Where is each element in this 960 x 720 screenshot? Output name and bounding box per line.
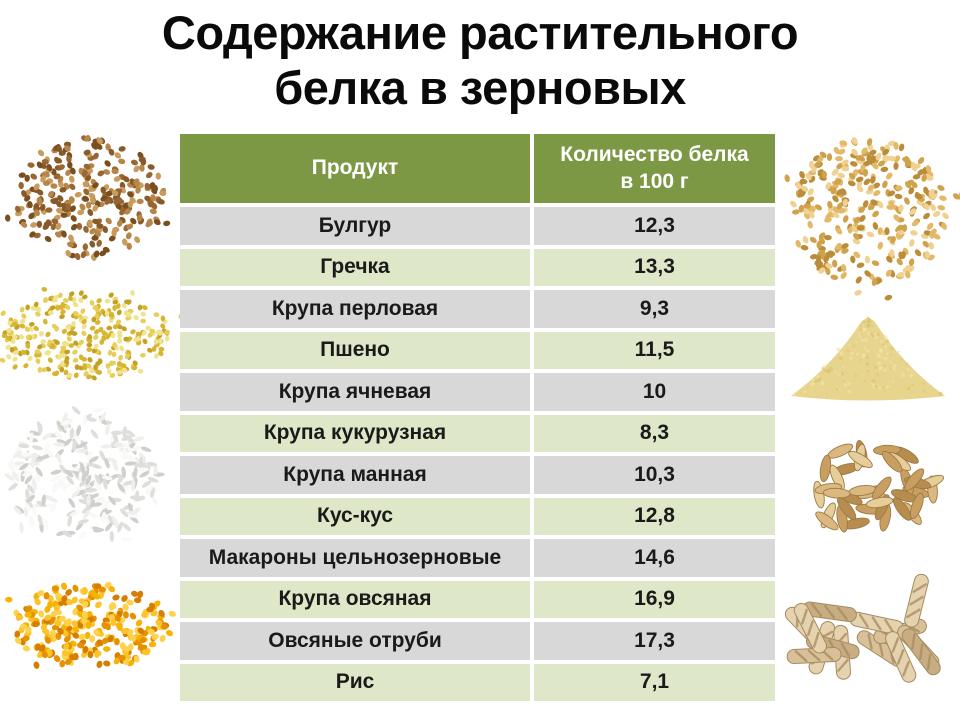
value-cell: 9,3 [534, 290, 775, 328]
protein-table: Продукт Количество белка в 100 г Булгур … [180, 134, 775, 701]
product-cell: Пшено [180, 331, 530, 369]
column-header-product-label: Продукт [311, 156, 399, 180]
value-cell: 16,9 [534, 580, 775, 618]
product-cell: Овсяные отруби [180, 622, 530, 660]
product-cell: Кус-кус [180, 497, 530, 535]
oat-grains-photo [813, 440, 945, 533]
value-cell: 8,3 [534, 414, 775, 452]
product-cell: Крупа кукурузная [180, 414, 530, 452]
flour-cone-photo [791, 316, 945, 401]
value-cell: 17,3 [534, 622, 775, 660]
product-cell: Макароны цельнозерновые [180, 539, 530, 577]
value-cell: 14,6 [534, 539, 775, 577]
buckwheat-photo [4, 135, 171, 262]
value-cell: 11,5 [534, 331, 775, 369]
page-title-line-1: Содержание растительного [161, 6, 799, 59]
column-header-amount-line-2: в 100 г [620, 169, 689, 193]
product-cell: Крупа перловая [180, 290, 530, 328]
value-cell: 12,8 [534, 497, 775, 535]
value-cell: 7,1 [534, 663, 775, 701]
corn-grits-photo [5, 581, 188, 669]
value-cell: 12,3 [534, 207, 775, 245]
product-cell: Крупа манная [180, 456, 530, 494]
product-cell: Гречка [180, 248, 530, 286]
product-cell: Крупа овсяная [180, 580, 530, 618]
value-cell: 10,3 [534, 456, 775, 494]
product-cell: Булгур [180, 207, 530, 245]
rice-photo [4, 406, 165, 542]
product-cell: Крупа ячневая [180, 373, 530, 411]
value-cell: 13,3 [534, 248, 775, 286]
column-header-amount-line-1: Количество белка [560, 143, 749, 167]
column-header-amount: Количество белка в 100 г [534, 134, 775, 203]
page-title-line-2: белка в зерновых [274, 60, 686, 114]
column-header-product: Продукт [180, 134, 530, 203]
product-cell: Рис [180, 663, 530, 701]
whole-grain-pasta-photo [784, 573, 941, 683]
value-cell: 10 [534, 373, 775, 411]
page-title: Содержание растительного белка в зерновы… [0, 6, 960, 116]
bulgur-photo [784, 137, 960, 301]
millet-photo [0, 286, 184, 381]
